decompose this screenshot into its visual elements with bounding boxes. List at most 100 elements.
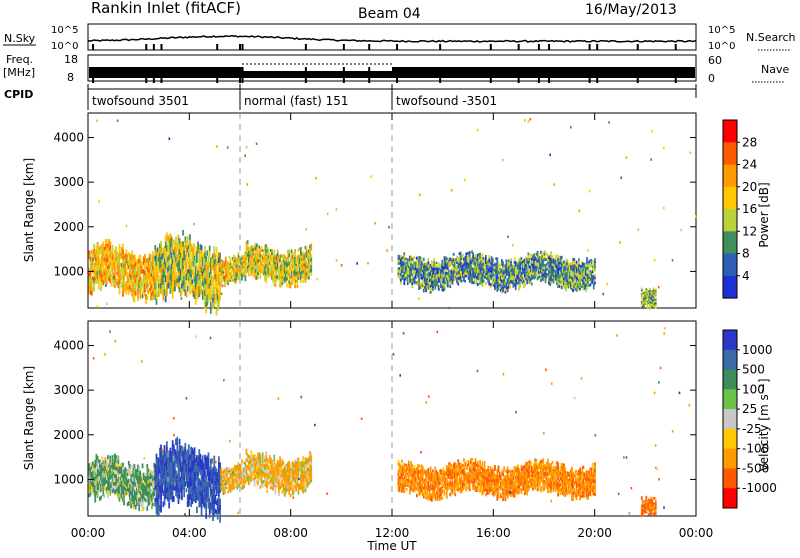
scatter-echo: [448, 307, 450, 310]
scatter-echo: [619, 241, 621, 244]
scatter-echo: [336, 208, 338, 211]
range-time-cell: [112, 245, 114, 249]
range-time-cell: [189, 289, 191, 295]
range-time-cell: [266, 458, 268, 461]
nave-label: Nave: [761, 63, 789, 76]
range-time-cell: [219, 286, 221, 291]
range-time-cell: [149, 486, 151, 489]
scatter-echo: [419, 194, 421, 197]
range-time-cell: [130, 504, 132, 508]
range-time-cell: [107, 255, 109, 259]
range-time-cell: [224, 284, 226, 287]
range-time-cell: [460, 252, 462, 255]
range-time-cell: [224, 491, 226, 494]
range-time-cell: [271, 460, 273, 463]
range-time-cell: [190, 265, 192, 269]
range-time-cell: [195, 299, 197, 304]
range-time-cell: [308, 273, 310, 276]
range-time-cell: [230, 261, 232, 263]
range-time-cell: [492, 266, 494, 269]
range-time-cell: [181, 446, 183, 452]
range-time-cell: [579, 283, 581, 286]
range-time-cell: [225, 485, 227, 487]
scatter-echo: [587, 249, 589, 252]
range-time-cell: [93, 244, 95, 249]
range-time-cell: [257, 482, 259, 485]
range-time-cell: [561, 256, 563, 259]
range-time-cell: [135, 291, 137, 295]
range-time-cell: [526, 281, 528, 284]
range-time-cell: [188, 444, 190, 450]
range-time-cell: [425, 289, 427, 292]
range-time-cell: [247, 240, 249, 243]
range-time-cell: [219, 291, 221, 296]
range-time-cell: [227, 491, 229, 494]
range-time-cell: [472, 252, 474, 255]
range-time-cell: [226, 487, 228, 490]
range-time-cell: [278, 489, 280, 493]
range-time-cell: [128, 291, 130, 295]
range-time-cell: [273, 458, 275, 461]
range-time-cell: [485, 255, 487, 258]
range-time-cell: [294, 249, 296, 253]
range-time-cell: [514, 258, 516, 261]
range-time-cell: [196, 258, 198, 263]
range-time-cell: [536, 271, 538, 274]
range-time-cell: [113, 254, 115, 258]
range-time-cell: [449, 285, 451, 288]
range-time-cell: [594, 258, 596, 261]
range-time-cell: [185, 443, 187, 449]
range-time-cell: [539, 276, 541, 278]
range-time-cell: [447, 282, 449, 285]
range-time-cell: [559, 285, 561, 288]
range-time-cell: [220, 467, 222, 469]
y-tick-label: 4000: [53, 131, 84, 145]
scatter-echo: [98, 200, 100, 203]
range-time-cell: [263, 461, 265, 464]
range-time-cell: [182, 230, 184, 236]
range-time-cell: [230, 279, 232, 281]
station-title: Rankin Inlet (fitACF): [91, 0, 241, 17]
range-time-cell: [171, 253, 173, 259]
range-time-cell: [538, 252, 540, 255]
range-time-cell: [276, 279, 278, 282]
range-time-cell: [109, 456, 111, 460]
range-time-cell: [416, 259, 418, 262]
range-time-cell: [175, 237, 177, 242]
range-time-cell: [282, 282, 284, 285]
range-time-cell: [487, 263, 489, 266]
range-time-cell: [646, 288, 648, 290]
range-time-cell: [122, 463, 124, 467]
range-time-cell: [196, 507, 198, 513]
range-time-cell: [436, 262, 438, 265]
range-time-cell: [592, 260, 594, 263]
scatter-echo: [126, 225, 128, 228]
range-time-cell: [220, 276, 222, 279]
freq-tick-bottom: 8: [67, 71, 74, 84]
range-time-cell: [519, 266, 521, 269]
range-time-cell: [584, 263, 586, 266]
range-time-cell: [106, 280, 108, 285]
scatter-echo: [367, 262, 369, 265]
range-time-cell: [115, 246, 117, 250]
range-time-cell: [522, 266, 524, 268]
cpid-segment-label: twofsound 3501: [92, 94, 189, 108]
range-time-cell: [172, 490, 174, 496]
range-time-cell: [655, 299, 657, 301]
range-time-cell: [235, 280, 237, 283]
range-time-cell: [156, 283, 158, 289]
scatter-echo: [305, 228, 307, 231]
range-time-cell: [109, 279, 111, 283]
range-time-cell: [205, 476, 207, 482]
range-time-cell: [119, 284, 121, 289]
range-time-cell: [256, 244, 258, 248]
range-time-cell: [650, 292, 652, 294]
range-time-cell: [594, 274, 596, 277]
range-time-cell: [93, 287, 95, 292]
range-time-cell: [271, 252, 273, 255]
scatter-echo: [451, 189, 453, 192]
range-time-cell: [248, 464, 250, 467]
scatter-echo: [638, 228, 640, 231]
range-time-cell: [98, 285, 100, 290]
range-time-cell: [186, 292, 188, 298]
